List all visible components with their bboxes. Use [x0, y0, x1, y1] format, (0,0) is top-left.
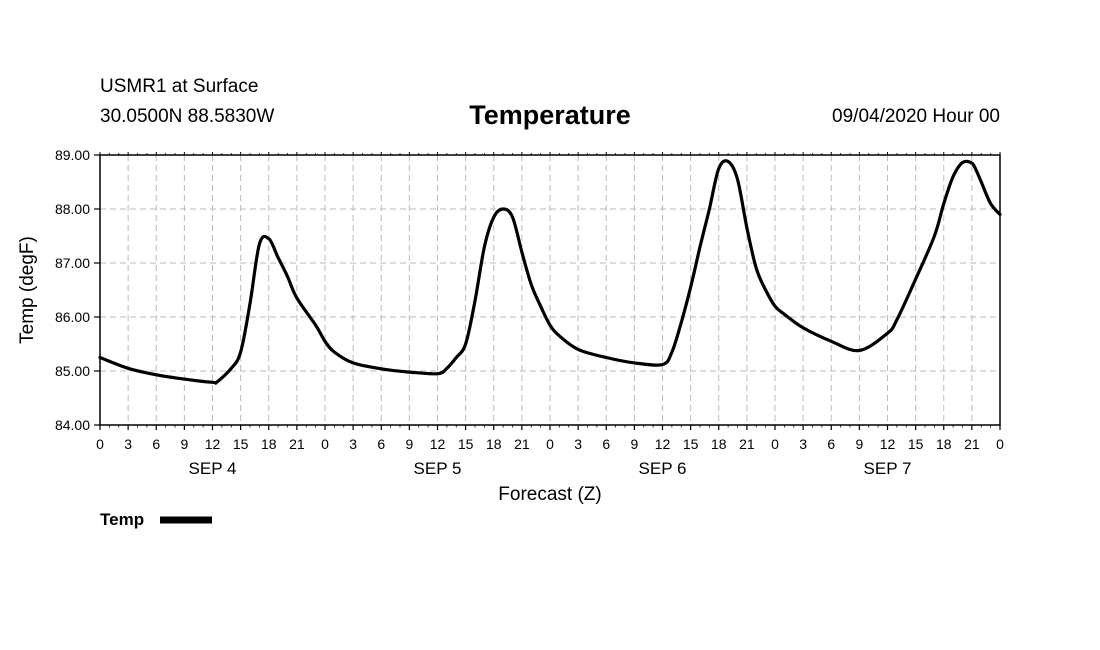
y-tick-label: 89.00 — [55, 147, 90, 163]
y-tick-label: 87.00 — [55, 255, 90, 271]
x-tick-label: 15 — [233, 436, 249, 452]
x-tick-label: 3 — [799, 436, 807, 452]
y-axis-title: Temp (degF) — [17, 236, 38, 344]
station-label: USMR1 at Surface — [100, 76, 259, 97]
x-axis-title: Forecast (Z) — [498, 484, 601, 505]
y-tick-label: 84.00 — [55, 417, 90, 433]
x-tick-label: 18 — [711, 436, 727, 452]
x-tick-label: 0 — [96, 436, 104, 452]
x-tick-label: 9 — [180, 436, 188, 452]
x-tick-label: 15 — [908, 436, 924, 452]
series-line-temp — [98, 159, 1002, 385]
x-tick-label: 9 — [630, 436, 638, 452]
x-tick-label: 21 — [514, 436, 530, 452]
x-tick-label: 21 — [964, 436, 980, 452]
x-axis: 0 3 6 9 12 15 18 21 0 3 6 9 12 15 18 21 0 3 6 9 12 15 18 21 0 3 6 9… — [96, 152, 1004, 452]
x-tick-label: 12 — [205, 436, 221, 452]
x-tick-label: 6 — [152, 436, 160, 452]
x-tick-label: 9 — [855, 436, 863, 452]
x-tick-label: 9 — [405, 436, 413, 452]
forecast-datetime: 09/04/2020 Hour 00 — [832, 106, 1000, 127]
x-tick-label: 12 — [655, 436, 671, 452]
x-tick-label: 21 — [739, 436, 755, 452]
day-label: SEP 4 — [189, 459, 237, 478]
grid-lines — [100, 155, 1000, 425]
x-tick-label: 3 — [574, 436, 582, 452]
x-tick-label: 0 — [321, 436, 329, 452]
x-tick-label: 18 — [261, 436, 277, 452]
day-labels: SEP 4 SEP 5 SEP 6 SEP 7 — [189, 459, 912, 478]
y-tick-label: 85.00 — [55, 363, 90, 379]
x-tick-label: 18 — [486, 436, 502, 452]
x-tick-label: 12 — [880, 436, 896, 452]
x-tick-label: 12 — [430, 436, 446, 452]
x-tick-label: 0 — [771, 436, 779, 452]
coordinates-label: 30.0500N 88.5830W — [100, 106, 275, 127]
day-label: SEP 5 — [414, 459, 462, 478]
x-tick-label: 15 — [683, 436, 699, 452]
x-tick-label: 6 — [602, 436, 610, 452]
x-tick-label: 6 — [377, 436, 385, 452]
y-tick-label: 88.00 — [55, 201, 90, 217]
y-axis: 84.00 85.00 86.00 87.00 88.00 89.00 — [55, 147, 100, 433]
x-tick-label: 3 — [124, 436, 132, 452]
legend: Temp — [100, 510, 212, 529]
chart-title: Temperature — [469, 100, 631, 130]
x-tick-label: 6 — [827, 436, 835, 452]
x-tick-label: 0 — [546, 436, 554, 452]
day-label: SEP 7 — [864, 459, 912, 478]
day-label: SEP 6 — [639, 459, 687, 478]
x-tick-label: 0 — [996, 436, 1004, 452]
legend-label-temp: Temp — [100, 510, 144, 529]
y-tick-label: 86.00 — [55, 309, 90, 325]
x-tick-label: 21 — [289, 436, 305, 452]
x-tick-label: 3 — [349, 436, 357, 452]
x-tick-label: 18 — [936, 436, 952, 452]
x-tick-label: 15 — [458, 436, 474, 452]
